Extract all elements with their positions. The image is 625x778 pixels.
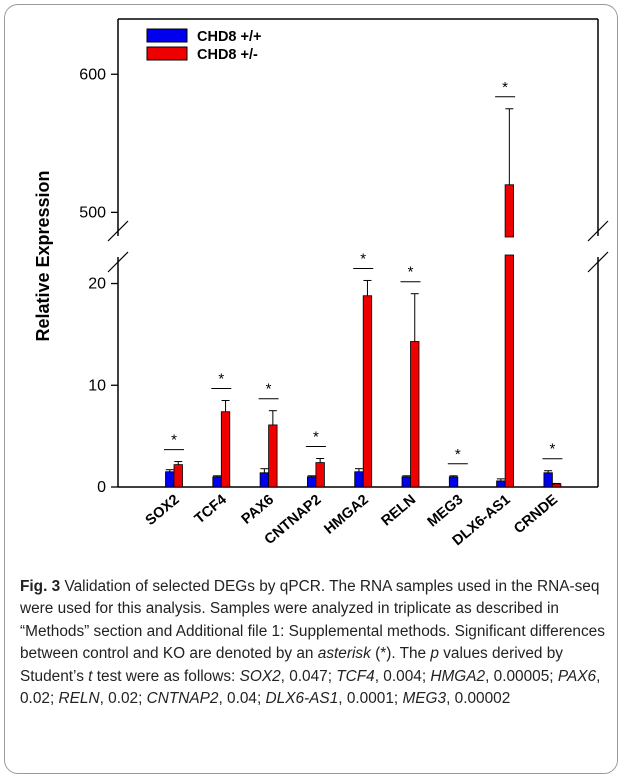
- axis-break-right: [587, 251, 609, 273]
- significance-asterisk: *: [502, 79, 508, 96]
- caption-text: (*). The: [370, 645, 431, 663]
- bar: [173, 464, 183, 488]
- figure-frame: [4, 4, 618, 774]
- caption-gene: CNTNAP2: [146, 690, 219, 708]
- bar: [165, 471, 175, 488]
- caption-pvalue: , 0.02;: [99, 690, 147, 708]
- caption-gene: MEG3: [402, 690, 447, 708]
- x-tick-label: RELN: [379, 492, 420, 530]
- significance-asterisk: *: [408, 264, 414, 281]
- y-tick-label: 600: [79, 66, 106, 83]
- caption-pvalue: , 0.00005;: [485, 667, 558, 685]
- caption-gene: PAX6: [557, 667, 597, 685]
- bar: [362, 295, 373, 488]
- bar: [268, 424, 278, 488]
- significance-asterisk: *: [266, 381, 272, 398]
- figure-label: Fig. 3: [20, 578, 61, 595]
- bar: [220, 411, 231, 488]
- legend-label: CHD8 +/-: [197, 47, 258, 63]
- legend-swatch: [146, 28, 188, 43]
- bar: [552, 483, 562, 488]
- caption-italic: asterisk: [317, 645, 371, 663]
- bar: [504, 254, 515, 488]
- caption-pvalue: , 0.00002: [446, 690, 511, 708]
- axis-break-left: [107, 220, 129, 242]
- bar: [410, 341, 420, 488]
- bar: [315, 462, 325, 488]
- y-tick-label: 0: [97, 479, 106, 496]
- caption-gene: HMGA2: [430, 667, 486, 685]
- caption-pvalue: , 0.0001;: [338, 690, 403, 708]
- significance-asterisk: *: [218, 371, 224, 388]
- x-tick-label: MEG3: [425, 492, 467, 531]
- axis-break-right: [587, 220, 609, 242]
- legend-swatch: [146, 46, 188, 61]
- bar: [543, 472, 553, 488]
- x-tick-label: SOX2: [143, 492, 183, 529]
- bar: [259, 472, 270, 488]
- caption-italic: p: [430, 645, 439, 663]
- significance-asterisk: *: [313, 429, 319, 446]
- y-tick-label: 10: [88, 377, 106, 394]
- y-axis-label: Relative Expression: [33, 170, 53, 341]
- caption-pvalue: , 0.047;: [280, 667, 337, 685]
- bar: [212, 476, 222, 488]
- caption-text: Validation of selected DEGs by qPCR. The…: [20, 578, 605, 663]
- x-tick-label: CRNDE: [511, 492, 561, 538]
- caption-pvalue: , 0.04;: [218, 690, 266, 708]
- bar: [401, 476, 411, 488]
- caption-gene: RELN: [58, 690, 100, 708]
- bar: [448, 476, 459, 488]
- figure-caption: Fig. 3 Validation of selected DEGs by qP…: [20, 576, 608, 710]
- caption-gene: DLX6-AS1: [265, 690, 339, 708]
- caption-italic: t: [88, 667, 93, 685]
- y-tick-label: 500: [79, 204, 106, 221]
- caption-pvalue: , 0.004;: [374, 667, 431, 685]
- bar: [354, 471, 364, 488]
- plot-area: 0 10 20 500 600 Relative Expression * SOX2 * TCF4…: [33, 18, 609, 549]
- bar: [306, 476, 317, 488]
- caption-text: test were as follows:: [92, 667, 240, 685]
- caption-gene: SOX2: [239, 667, 281, 685]
- significance-asterisk: *: [360, 250, 366, 267]
- x-tick-label: HMGA2: [321, 492, 371, 538]
- caption-pvalue: , 0.02;: [20, 667, 601, 708]
- x-tick-label: PAX6: [239, 492, 277, 528]
- caption-gene: TCF4: [336, 667, 375, 685]
- bar: [496, 480, 506, 488]
- bar: [504, 184, 515, 238]
- significance-asterisk: *: [549, 441, 555, 458]
- bar-chart: 0 10 20 500 600 Relative Expression * SOX2 * TCF4…: [33, 18, 609, 549]
- y-tick-label: 20: [88, 276, 106, 293]
- significance-asterisk: *: [455, 446, 461, 463]
- x-tick-label: TCF4: [192, 492, 230, 528]
- significance-asterisk: *: [171, 432, 177, 449]
- legend-label: CHD8 +/+: [197, 29, 261, 45]
- axis-break-left: [107, 251, 129, 273]
- caption-text: values derived by Student’s: [20, 645, 564, 685]
